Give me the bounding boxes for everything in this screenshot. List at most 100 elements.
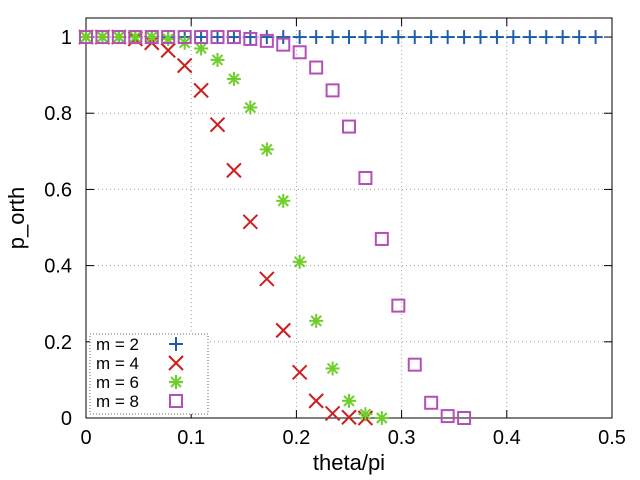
point-series-3 [243, 100, 258, 115]
point-series-2 [291, 364, 308, 380]
point-series-1 [407, 30, 422, 45]
legend-marker-4 [169, 394, 183, 408]
point-series-4 [391, 298, 406, 313]
legend-marker-2 [168, 355, 184, 371]
x-tick-label: 0.4 [493, 427, 521, 449]
point-series-4 [161, 30, 176, 45]
point-series-3 [342, 393, 356, 408]
point-series-4 [325, 83, 340, 98]
point-series-4 [177, 30, 192, 45]
point-series-4 [194, 30, 209, 45]
legend-marker-3 [169, 375, 183, 389]
x-tick-label: 0 [80, 427, 91, 449]
point-series-2 [160, 42, 176, 59]
point-series-1 [226, 30, 241, 45]
point-series-4 [210, 30, 225, 45]
point-series-1 [572, 30, 587, 45]
point-series-4 [144, 30, 159, 45]
point-series-2 [324, 405, 341, 422]
point-series-1 [358, 30, 373, 45]
point-series-3 [79, 30, 93, 45]
legend-label: m = 2 [96, 335, 139, 354]
y-tick-label: 1 [61, 27, 72, 49]
point-series-1 [325, 30, 340, 45]
point-series-1 [259, 30, 274, 45]
point-series-3 [309, 313, 324, 328]
y-tick-label: 0 [61, 408, 72, 430]
point-series-2 [209, 116, 226, 133]
point-series-1 [473, 30, 488, 45]
point-series-1 [210, 30, 225, 45]
point-series-3 [325, 361, 340, 376]
legend: m = 2m = 4m = 6m = 8 [89, 333, 209, 415]
axis-ticks: 0 0.1 0.2 0.3 0.4 0.5 0 0.2 0.4 0.6 0.8 1 [44, 18, 626, 449]
point-series-3 [259, 142, 274, 157]
x-tick-label: 0.2 [282, 427, 310, 449]
point-series-4 [374, 231, 389, 246]
point-series-3 [194, 41, 209, 56]
point-series-2 [242, 214, 259, 230]
x-tick-label: 0.1 [177, 427, 205, 449]
y-axis-label: p_orth [4, 187, 29, 249]
point-series-4 [440, 409, 455, 424]
point-series-3 [95, 30, 110, 45]
point-series-3 [210, 52, 225, 67]
x-axis-label: theta/pi [313, 450, 385, 475]
point-series-3 [292, 254, 307, 269]
legend-label: m = 8 [96, 392, 139, 411]
point-series-3 [374, 411, 389, 425]
point-series-3 [358, 407, 373, 422]
point-series-4 [309, 60, 324, 75]
point-series-1 [457, 30, 472, 45]
point-series-1 [424, 30, 439, 45]
point-series-2 [193, 82, 209, 99]
point-series-3 [128, 30, 143, 45]
point-series-4 [243, 31, 258, 46]
point-series-4 [292, 45, 307, 60]
point-series-1 [588, 30, 603, 45]
point-series-4 [95, 30, 110, 45]
legend-box [89, 333, 209, 415]
point-series-2 [275, 322, 291, 339]
point-series-3 [111, 30, 126, 45]
legend-label: m = 6 [96, 373, 139, 392]
y-tick-label: 0.4 [44, 256, 72, 278]
point-series-1 [506, 30, 521, 45]
point-series-1 [342, 30, 356, 45]
point-series-4 [424, 395, 439, 410]
point-series-3 [276, 193, 291, 208]
data-points [78, 29, 603, 426]
point-series-2 [176, 57, 193, 74]
point-series-2 [226, 162, 242, 179]
point-series-4 [276, 37, 291, 52]
point-series-1 [374, 30, 389, 45]
point-series-1 [292, 30, 307, 45]
point-series-4 [457, 411, 472, 425]
legend-label: m = 4 [96, 354, 139, 373]
y-tick-label: 0.2 [44, 332, 72, 354]
x-tick-label: 0.5 [598, 427, 626, 449]
point-series-1 [440, 30, 455, 45]
point-series-1 [489, 30, 504, 45]
point-series-3 [226, 71, 241, 86]
point-series-4 [358, 171, 373, 185]
point-series-3 [144, 30, 159, 45]
point-series-4 [79, 30, 93, 45]
x-tick-label: 0.3 [388, 427, 416, 449]
y-tick-label: 0.6 [44, 179, 72, 201]
point-series-4 [407, 357, 422, 372]
y-tick-label: 0.8 [44, 103, 72, 125]
point-series-1 [276, 30, 291, 45]
point-series-4 [226, 30, 241, 45]
point-series-2 [259, 271, 275, 287]
point-series-2 [341, 409, 357, 425]
grid-lines [86, 18, 612, 418]
point-series-4 [128, 30, 143, 45]
point-series-4 [259, 33, 274, 48]
point-series-4 [111, 30, 126, 45]
point-series-4 [342, 119, 356, 134]
point-series-1 [539, 30, 554, 45]
point-series-1 [309, 30, 324, 45]
legend-marker-1 [169, 337, 183, 351]
